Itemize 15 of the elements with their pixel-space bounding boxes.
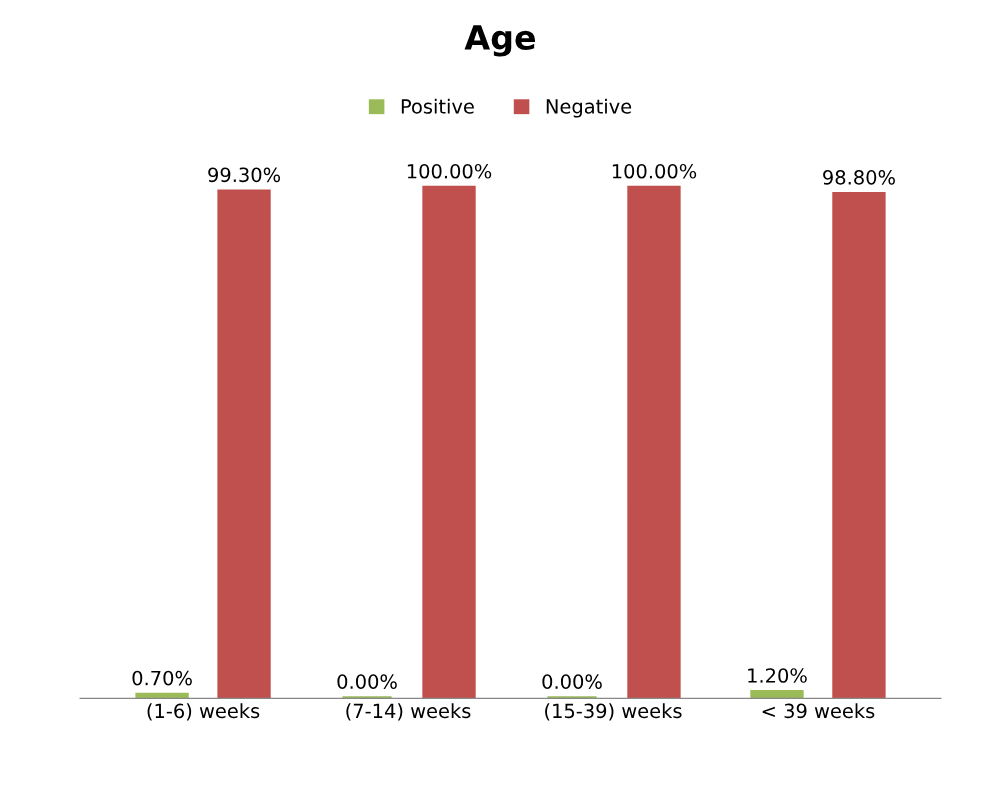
x-tick-label: < 39 weeks: [762, 703, 875, 719]
x-tick-label: (1-6) weeks: [147, 703, 260, 721]
legend-label: Positive: [401, 98, 474, 114]
legend-label: Negative: [546, 98, 632, 118]
data-label: 100.00%: [407, 163, 492, 179]
data-label: 98.80%: [823, 170, 895, 185]
data-label: 0.70%: [132, 670, 192, 686]
data-label: 0.00%: [337, 674, 397, 689]
x-tick-label: (7-14) weeks: [346, 703, 471, 721]
data-label: 0.00%: [542, 674, 602, 689]
data-label: 1.20%: [748, 668, 807, 683]
x-tick-label: (15-39) weeks: [545, 703, 682, 721]
chart-title: Age: [464, 25, 536, 57]
data-label: 100.00%: [612, 163, 697, 179]
data-label: 99.30%: [208, 167, 281, 183]
